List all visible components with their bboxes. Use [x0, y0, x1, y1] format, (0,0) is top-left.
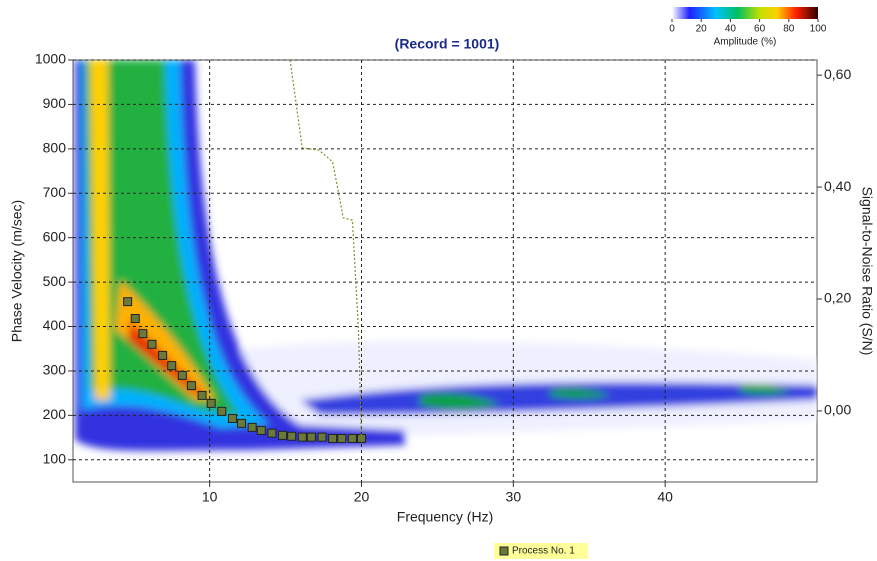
chart-title: (Record = 1001)	[395, 36, 500, 52]
snr-line	[289, 60, 363, 439]
pick-point	[186, 381, 196, 391]
pick-point	[138, 329, 148, 339]
y2-tick-label: 0,20	[824, 290, 851, 306]
pick-point	[147, 339, 157, 349]
y-tick-label: 900	[43, 95, 67, 111]
colorbar-tick-label: 100	[810, 24, 827, 35]
pick-point	[328, 433, 338, 443]
pick-point	[158, 350, 168, 360]
y2-axis-label: Signal-to-Noise Ratio (S/N)	[859, 187, 875, 356]
pick-point	[317, 432, 327, 442]
colorbar-tick-label: 80	[783, 24, 795, 35]
colorbar-tick-label: 0	[669, 24, 675, 35]
y-tick-label: 100	[43, 450, 67, 466]
y2-tick-label: 0,40	[824, 178, 851, 194]
colorbar-label: Amplitude (%)	[714, 37, 777, 48]
pick-point	[227, 413, 237, 423]
x-axis-label: Frequency (Hz)	[397, 509, 493, 525]
x-tick-label: 10	[202, 489, 218, 505]
y2-tick-label: 0,00	[824, 402, 851, 418]
x-tick-label: 30	[506, 489, 522, 505]
pick-point	[287, 431, 297, 441]
pick-point	[197, 390, 207, 400]
pick-point	[237, 418, 247, 428]
colorbar-tick-label: 20	[696, 24, 708, 35]
pick-point	[337, 433, 347, 443]
y-tick-label: 800	[43, 140, 67, 156]
y-tick-label: 700	[43, 184, 67, 200]
pick-point	[278, 430, 288, 440]
legend-swatch	[499, 546, 509, 556]
pick-point	[306, 432, 316, 442]
colorbar-tick-label: 40	[725, 24, 737, 35]
pick-point	[130, 314, 140, 324]
pick-point	[347, 433, 357, 443]
pick-point	[167, 361, 177, 371]
pick-point	[206, 398, 216, 408]
colorbar	[672, 7, 818, 19]
y-tick-label: 300	[43, 362, 67, 378]
x-tick-label: 20	[354, 489, 370, 505]
x-tick-label: 40	[657, 489, 673, 505]
pick-point	[177, 370, 187, 380]
y-tick-label: 1000	[35, 51, 66, 67]
y-tick-label: 600	[43, 228, 67, 244]
y-tick-label: 500	[43, 273, 67, 289]
pick-point	[256, 425, 266, 435]
y-tick-label: 200	[43, 406, 67, 422]
pick-point	[247, 422, 257, 432]
pick-point	[123, 297, 133, 307]
y-tick-label: 400	[43, 317, 67, 333]
colorbar-tick-label: 60	[754, 24, 766, 35]
pick-point	[217, 406, 227, 416]
legend	[494, 543, 588, 559]
pick-point	[297, 432, 307, 442]
y2-tick-label: 0,60	[824, 66, 851, 82]
y-axis-label: Phase Velocity (m/sec)	[9, 200, 25, 342]
legend-label: Process No. 1	[512, 546, 575, 557]
pick-point	[267, 428, 277, 438]
